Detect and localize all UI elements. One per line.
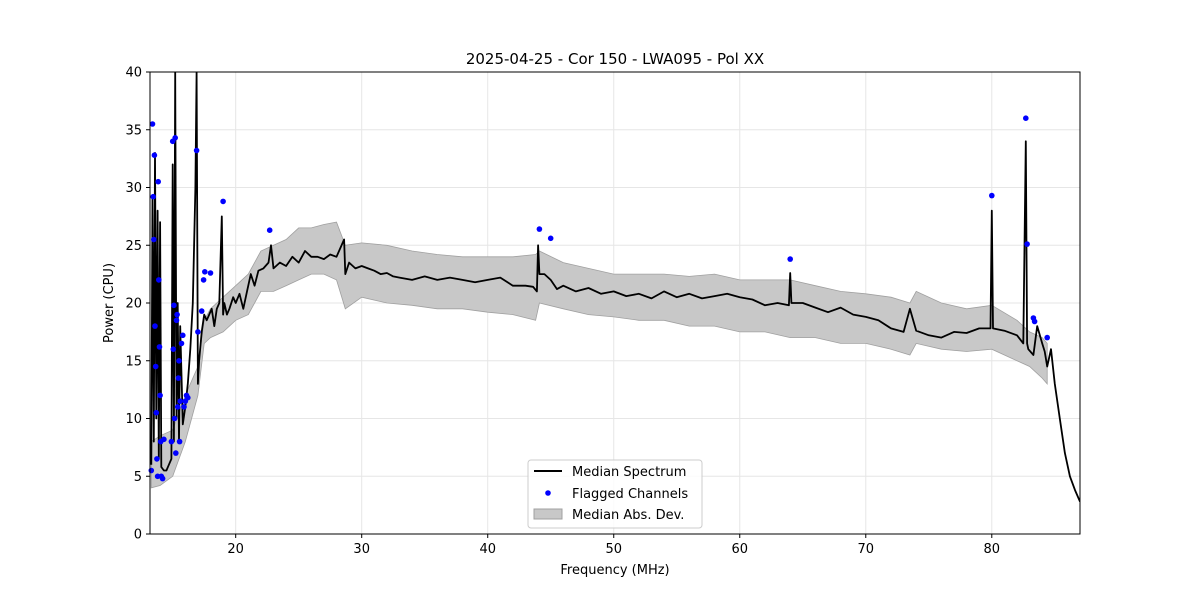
median-spectrum-line: [150, 72, 1080, 503]
y-axis-ticks: 0 5 10 15 20 25 30 35 40: [125, 66, 150, 543]
flagged-point: [151, 152, 158, 158]
flagged-point: [536, 226, 543, 232]
flagged-point: [154, 456, 160, 462]
legend-flagged-label: Flagged Channels: [572, 487, 688, 502]
y-tick-label: 25: [125, 239, 142, 254]
flagged-point: [174, 311, 180, 318]
x-axis-ticks: 20 30 40 50 60 70 80: [227, 534, 1000, 557]
y-tick-label: 15: [125, 354, 142, 369]
flagged-point: [181, 404, 187, 410]
flagged-point: [1044, 334, 1050, 341]
flagged-point: [787, 256, 793, 262]
legend-mad-label: Median Abs. Dev.: [572, 508, 684, 523]
flagged-channels: [148, 115, 1050, 482]
flagged-point: [1024, 241, 1030, 247]
x-tick-label: 60: [731, 542, 748, 557]
legend: Median Spectrum Flagged Channels Median …: [527, 459, 703, 529]
flagged-point: [161, 436, 167, 443]
x-tick-label: 40: [479, 542, 496, 557]
flagged-point: [195, 329, 201, 335]
flagged-point: [173, 317, 180, 324]
legend-box: [527, 459, 703, 529]
flagged-point: [185, 394, 191, 401]
flagged-point: [149, 121, 156, 127]
x-tick-label: 30: [353, 542, 370, 557]
flagged-point: [176, 358, 182, 364]
x-tick-label: 20: [227, 542, 244, 557]
flagged-point: [156, 344, 163, 350]
flagged-point: [266, 227, 273, 233]
flagged-point: [159, 475, 166, 482]
flagged-point: [173, 450, 179, 456]
flagged-point: [157, 392, 163, 399]
flagged-point: [220, 198, 226, 205]
y-tick-label: 5: [134, 470, 142, 485]
x-axis-label: Frequency (MHz): [560, 563, 669, 578]
flagged-point: [153, 409, 160, 416]
flagged-point: [148, 467, 155, 474]
flagged-point: [156, 277, 162, 283]
flagged-point: [171, 415, 178, 422]
flagged-point: [152, 363, 159, 370]
flagged-point: [207, 270, 214, 276]
y-tick-label: 10: [125, 412, 142, 427]
flagged-point: [174, 404, 181, 410]
flagged-point: [200, 277, 207, 283]
flagged-point: [198, 308, 205, 314]
flagged-point: [178, 340, 185, 347]
flagged-point: [1031, 318, 1038, 325]
flagged-point: [152, 323, 158, 329]
flagged-point: [170, 346, 177, 353]
x-tick-label: 50: [605, 542, 622, 557]
legend-median-label: Median Spectrum: [572, 465, 686, 480]
flagged-point: [172, 135, 178, 141]
flagged-point: [180, 332, 186, 339]
flagged-point: [1023, 115, 1029, 121]
flagged-point: [171, 302, 177, 309]
legend-mad-swatch: [533, 508, 563, 520]
flagged-point: [155, 178, 161, 185]
flagged-point: [175, 375, 182, 381]
mad-band: [150, 221, 1048, 489]
y-axis-label: Power (CPU): [102, 263, 117, 343]
flagged-point: [151, 236, 157, 243]
y-tick-label: 35: [125, 123, 142, 138]
flagged-point: [177, 398, 183, 405]
flagged-point: [193, 147, 200, 154]
y-tick-label: 20: [125, 297, 142, 312]
chart-title: 2025-04-25 - Cor 150 - LWA095 - Pol XX: [466, 50, 764, 68]
flagged-point: [989, 192, 995, 199]
x-tick-label: 70: [857, 542, 874, 557]
flagged-point: [150, 193, 156, 200]
flagged-point: [168, 438, 175, 445]
y-tick-label: 0: [134, 528, 142, 543]
flagged-point: [176, 438, 183, 445]
y-tick-label: 40: [125, 66, 142, 81]
legend-flagged-swatch: [545, 490, 551, 496]
flagged-point: [202, 269, 208, 275]
y-tick-label: 30: [125, 181, 142, 196]
x-tick-label: 80: [984, 542, 1001, 557]
flagged-point: [547, 235, 554, 242]
